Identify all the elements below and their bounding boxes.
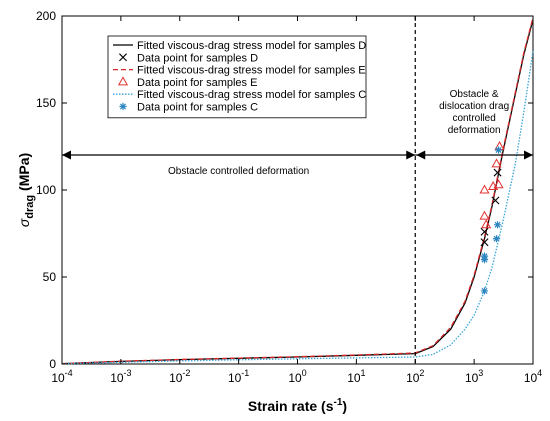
region2-label-line-3: deformation: [448, 125, 501, 136]
data-point-s5-5: [494, 146, 503, 154]
data-point-s1-3: [493, 168, 502, 177]
legend-label-3: Data point for samples E: [137, 77, 257, 89]
region2-arrowhead-right: [524, 150, 533, 160]
legend: Fitted viscous-drag stress model for sam…: [107, 35, 367, 119]
x-tick-label-4: 100: [288, 368, 306, 385]
legend-label-2: Fitted viscous-drag stress model for sam…: [137, 65, 366, 77]
data-point-s3-1: [479, 210, 490, 220]
y-axis-title: σdrag (MPa): [16, 153, 36, 227]
y-tick-label-1: 50: [43, 270, 57, 284]
data-point-s3-5: [493, 179, 504, 189]
region2-label-line-1: dislocation drag: [439, 101, 509, 112]
legend-swatch-3: [117, 76, 129, 86]
data-point-s3-2: [481, 219, 492, 229]
data-point-s3-0: [479, 184, 490, 194]
x-tick-label-1: 10-3: [110, 368, 131, 385]
region2-arrowhead-left: [416, 150, 426, 160]
x-tick-label-5: 101: [347, 368, 365, 385]
region2-label-line-0: Obstacle &: [450, 89, 499, 100]
legend-label-0: Fitted viscous-drag stress model for sam…: [137, 40, 366, 52]
data-point-s1-2: [491, 196, 500, 205]
data-point-s5-4: [493, 221, 502, 229]
data-point-s1-1: [480, 227, 489, 236]
legend-label-5: Data point for samples C: [137, 102, 258, 114]
data-point-s5-3: [492, 235, 501, 243]
series-markers: [479, 140, 505, 295]
region1-arrowhead-right: [406, 150, 416, 160]
x-tick-label-7: 103: [465, 368, 483, 385]
y-tick-label-0: 0: [49, 357, 56, 371]
series-lines: [61, 17, 534, 365]
legend-box: [107, 35, 367, 119]
y-tick-label-2: 100: [36, 183, 56, 197]
y-tick-label-3: 150: [36, 96, 56, 110]
x-tick-label-3: 10-1: [228, 368, 249, 385]
x-tick-label-0: 10-4: [51, 368, 72, 385]
legend-swatch-5: [119, 102, 127, 111]
annotations: Obstacle controlled deformation Obstacle …: [62, 16, 533, 364]
data-point-s5-2: [480, 252, 489, 260]
x-tick-label-8: 104: [524, 368, 542, 385]
series-line-2: [61, 17, 534, 365]
x-axis-title: Strain rate (s-1): [248, 397, 347, 414]
legend-label-1: Data point for samples D: [137, 52, 258, 64]
y-tick-label-4: 200: [36, 9, 56, 23]
region2-label-line-2: controlled: [452, 113, 495, 124]
legend-swatch-1: [119, 53, 127, 62]
series-line-0: [61, 19, 534, 365]
data-point-s1-0: [480, 238, 489, 247]
series-line-4: [61, 50, 534, 365]
region1-arrowhead-left: [62, 150, 71, 160]
legend-label-4: Fitted viscous-drag stress model for sam…: [137, 89, 366, 101]
axes: 10-4 10-3 10-2 10-1 100 101 102 103 104 0 50 100 150…: [16, 9, 542, 414]
region1-label: Obstacle controlled deformation: [168, 166, 309, 177]
data-point-s5-0: [480, 287, 489, 295]
x-tick-label-6: 102: [406, 368, 424, 385]
data-point-s3-4: [491, 158, 502, 168]
x-tick-label-2: 10-2: [169, 368, 190, 385]
